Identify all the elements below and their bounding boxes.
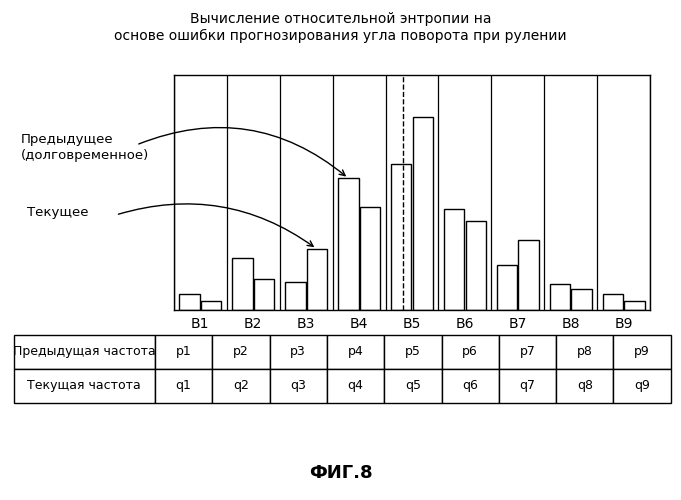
Bar	[498, 369, 556, 402]
Bar	[384, 335, 441, 369]
Bar	[212, 335, 270, 369]
Text: p5: p5	[405, 346, 421, 358]
Text: Вычисление относительной энтропии на
основе ошибки прогнозирования угла поворота: Вычисление относительной энтропии на осн…	[114, 12, 567, 43]
Bar	[384, 369, 441, 402]
Text: q5: q5	[405, 379, 421, 392]
Text: p1: p1	[176, 346, 191, 358]
Bar	[327, 335, 384, 369]
Text: Предыдущая частота: Предыдущая частота	[13, 346, 156, 358]
Text: q3: q3	[290, 379, 306, 392]
Bar	[518, 240, 539, 310]
Text: p4: p4	[348, 346, 364, 358]
Text: Текущая частота: Текущая частота	[27, 379, 141, 392]
Bar	[327, 369, 384, 402]
Text: p9: p9	[634, 346, 650, 358]
Text: q6: q6	[462, 379, 478, 392]
Bar	[285, 282, 306, 310]
Text: q7: q7	[520, 379, 535, 392]
Bar	[614, 369, 671, 402]
Text: p6: p6	[462, 346, 478, 358]
Text: q4: q4	[347, 379, 364, 392]
Bar	[556, 369, 614, 402]
Text: Предыдущее
(долговременное): Предыдущее (долговременное)	[20, 134, 148, 162]
Bar	[14, 369, 155, 402]
Bar	[253, 280, 274, 310]
Bar	[550, 284, 571, 310]
Text: ФИГ.8: ФИГ.8	[308, 464, 373, 481]
Text: p8: p8	[577, 346, 592, 358]
Bar	[201, 300, 221, 310]
Bar	[497, 266, 518, 310]
Bar	[444, 209, 464, 310]
Bar	[338, 178, 358, 310]
Bar	[413, 118, 432, 310]
Bar	[306, 249, 327, 310]
Bar	[270, 369, 327, 402]
Text: p2: p2	[233, 346, 249, 358]
Bar	[212, 369, 270, 402]
Bar	[232, 258, 253, 310]
Bar	[571, 289, 592, 310]
Bar	[556, 335, 614, 369]
Bar	[155, 335, 212, 369]
Bar	[360, 206, 380, 310]
Bar	[498, 335, 556, 369]
Text: q1: q1	[176, 379, 191, 392]
Text: q9: q9	[634, 379, 650, 392]
Bar	[180, 294, 200, 310]
Bar	[603, 294, 623, 310]
Bar	[441, 369, 498, 402]
Text: p3: p3	[290, 346, 306, 358]
Bar	[614, 335, 671, 369]
Bar	[441, 335, 498, 369]
Text: p7: p7	[520, 346, 535, 358]
Text: q8: q8	[577, 379, 592, 392]
Text: Текущее: Текущее	[27, 206, 89, 219]
Bar	[624, 300, 644, 310]
Bar	[270, 335, 327, 369]
Text: q2: q2	[233, 379, 249, 392]
Bar	[392, 164, 411, 310]
Bar	[466, 220, 486, 310]
Bar	[14, 335, 155, 369]
Bar	[155, 369, 212, 402]
